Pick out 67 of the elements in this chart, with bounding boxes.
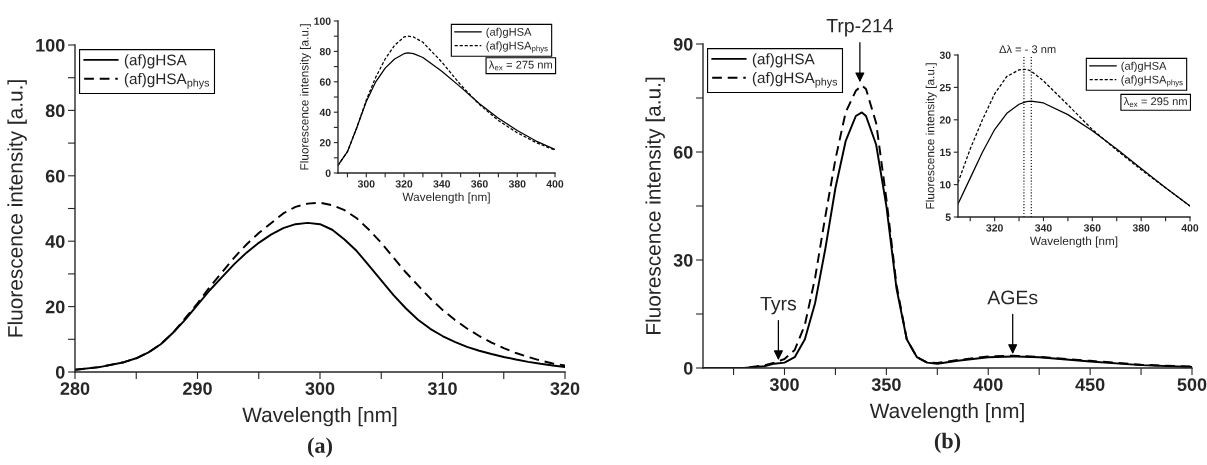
x-tick-label: 360: [1083, 224, 1101, 232]
x-tick-label: 340: [433, 180, 451, 188]
x-tick-label: 300: [305, 382, 335, 396]
y-tick-label: 0: [683, 361, 693, 375]
x-axis-title: Wavelength [nm]: [242, 406, 397, 427]
legend-label: (af)gHSA: [124, 54, 187, 69]
legend-label: (af)gHSA: [1121, 61, 1167, 73]
legend-label: (af)gHSA: [486, 27, 532, 39]
y-tick-label: 20: [45, 300, 65, 314]
y-axis-title: Fluorescence intensity [a.u.]: [299, 24, 311, 170]
x-axis-title: Wavelength [nm]: [402, 192, 490, 204]
annotation: λ$_{ex}$ = 275 nm: [488, 60, 552, 71]
y-tick-label: 20: [939, 116, 951, 124]
x-tick-label: 400: [1181, 224, 1199, 232]
annotation: Trp-214: [826, 18, 893, 37]
y-tick-label: 90: [673, 37, 693, 51]
x-tick-label: 300: [357, 180, 375, 188]
x-tick-label: 400: [546, 180, 564, 188]
x-tick-label: 280: [60, 382, 90, 395]
y-tick-label: 100: [36, 38, 65, 52]
x-tick-label: 360: [471, 180, 488, 188]
y-tick-label: 40: [45, 235, 65, 248]
x-tick-label: 340: [1035, 224, 1052, 232]
x-tick-label: 380: [1132, 224, 1150, 232]
annotation: Δλ = - 3 nm: [999, 45, 1056, 54]
x-axis-title: Wavelength [nm]: [1029, 236, 1118, 248]
x-tick-label: 350: [871, 378, 901, 392]
y-tick-label: 25: [939, 83, 951, 92]
text: (a): [308, 437, 332, 458]
y-tick-label: 0: [55, 365, 65, 379]
y-tick-label: 40: [319, 108, 331, 117]
x-tick-label: 290: [183, 382, 212, 395]
annotation: Tyrs: [760, 296, 797, 315]
y-tick-label: 60: [319, 78, 331, 86]
legend-label: (af)gHSA$_{phys}$: [1121, 75, 1183, 87]
annotation: λ$_{ex}$ = 295 nm: [1123, 97, 1187, 107]
y-axis-title: Fluorescence intensity [a.u.]: [7, 80, 27, 337]
legend-label: (af)gHSA$_{phys}$: [752, 71, 838, 88]
x-tick-label: 310: [427, 382, 457, 396]
y-tick-label: 60: [673, 145, 693, 159]
y-tick-label: 0: [325, 169, 331, 177]
x-tick-label: 380: [508, 180, 526, 188]
y-tick-label: 10: [940, 181, 951, 189]
y-axis-title: Fluorescence intensity [a.u.]: [925, 63, 937, 209]
y-tick-label: 15: [940, 148, 951, 157]
y-axis-title: Fluorescence intensity [a.u.]: [645, 77, 665, 334]
y-tick-label: 80: [45, 104, 65, 118]
x-tick-label: 320: [550, 382, 580, 396]
legend-label: (af)gHSA: [752, 53, 815, 68]
x-tick-label: 320: [986, 224, 1003, 232]
y-tick-label: 60: [45, 169, 65, 183]
y-tick-label: 80: [319, 47, 331, 56]
y-tick-label: 30: [673, 253, 693, 267]
x-tick-label: 450: [1075, 378, 1105, 391]
y-tick-label: 100: [314, 17, 331, 25]
y-tick-label: 20: [319, 139, 331, 147]
text: (b): [934, 432, 961, 453]
x-tick-label: 500: [1177, 378, 1207, 391]
y-tick-label: 5: [945, 213, 951, 221]
x-tick-label: 400: [973, 378, 1003, 391]
x-tick-label: 320: [395, 180, 413, 188]
legend-label: (af)gHSA$_{phys}$: [486, 41, 548, 53]
legend-label: (af)gHSA$_{phys}$: [124, 72, 210, 89]
x-tick-label: 300: [769, 378, 799, 392]
annotation: AGEs: [987, 290, 1038, 305]
y-tick-label: 30: [939, 51, 951, 59]
x-axis-title: Wavelength [nm]: [869, 402, 1024, 423]
